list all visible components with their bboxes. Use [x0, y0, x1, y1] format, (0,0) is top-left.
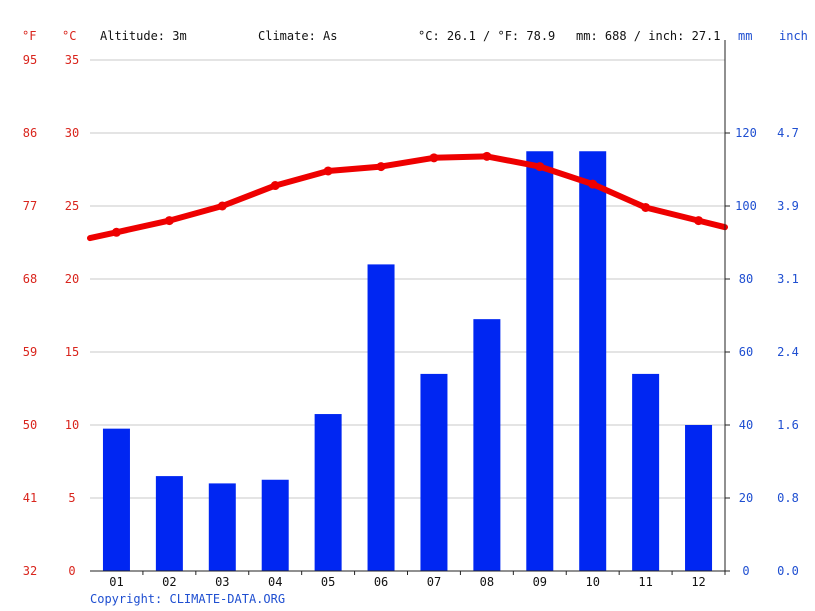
precipitation-bar [261, 479, 289, 571]
temperature-point [376, 162, 386, 172]
temperature-line [87, 151, 728, 242]
precipitation-bar [685, 425, 713, 571]
temperature-point [164, 216, 174, 226]
temperature-point [641, 202, 651, 212]
fahrenheit-tick-label: 59 [23, 345, 37, 359]
inch-tick-label: 3.9 [777, 199, 799, 213]
inch-tick-label: 0.0 [777, 564, 799, 578]
precipitation-bar [473, 319, 501, 571]
precipitation-bar [579, 151, 607, 571]
precipitation-bar [526, 151, 554, 571]
month-tick-label: 01 [109, 575, 123, 589]
month-tick-label: 11 [638, 575, 652, 589]
inch-tick-label: 3.1 [777, 272, 799, 286]
month-tick-label: 12 [691, 575, 705, 589]
mm-tick-label: 100 [735, 199, 757, 213]
celsius-tick-label: 35 [65, 53, 79, 67]
fahrenheit-tick-label: 41 [23, 491, 37, 505]
temperature-point [694, 216, 704, 226]
celsius-unit-label: °C [62, 29, 76, 43]
month-tick-label: 03 [215, 575, 229, 589]
temperature-average-label: °C: 26.1 / °F: 78.9 [418, 29, 555, 43]
temperature-point [217, 201, 227, 211]
precipitation-bar [367, 264, 395, 571]
temperature-point [482, 151, 492, 161]
precipitation-bar [155, 476, 183, 571]
climate-label: Climate: As [258, 29, 337, 43]
precipitation-bar [420, 373, 448, 571]
copyright-label: Copyright: CLIMATE-DATA.ORG [90, 592, 285, 606]
altitude-label: Altitude: 3m [100, 29, 187, 43]
inch-tick-label: 4.7 [777, 126, 799, 140]
celsius-tick-label: 25 [65, 199, 79, 213]
fahrenheit-tick-label: 86 [23, 126, 37, 140]
fahrenheit-tick-label: 50 [23, 418, 37, 432]
precipitation-bar [208, 483, 236, 571]
celsius-tick-label: 10 [65, 418, 79, 432]
month-tick-label: 09 [533, 575, 547, 589]
fahrenheit-tick-label: 95 [23, 53, 37, 67]
precipitation-total-label: mm: 688 / inch: 27.1 [576, 29, 721, 43]
inch-unit-label: inch [779, 29, 808, 43]
mm-tick-label: 0 [742, 564, 749, 578]
mm-tick-label: 20 [739, 491, 753, 505]
month-tick-label: 10 [585, 575, 599, 589]
mm-tick-label: 120 [735, 126, 757, 140]
month-tick-label: 02 [162, 575, 176, 589]
mm-unit-label: mm [738, 29, 752, 43]
inch-tick-label: 0.8 [777, 491, 799, 505]
celsius-tick-label: 0 [68, 564, 75, 578]
precipitation-bars [102, 151, 713, 571]
month-tick-label: 07 [427, 575, 441, 589]
precipitation-bar [632, 373, 660, 571]
fahrenheit-tick-label: 32 [23, 564, 37, 578]
month-tick-label: 08 [480, 575, 494, 589]
mm-tick-label: 60 [739, 345, 753, 359]
temperature-series-line [87, 153, 728, 242]
celsius-tick-label: 30 [65, 126, 79, 140]
temperature-point [429, 153, 439, 163]
axes [90, 40, 730, 575]
temperature-point [323, 166, 333, 176]
temperature-point [270, 181, 280, 191]
grid-lines [90, 59, 725, 499]
inch-tick-label: 1.6 [777, 418, 799, 432]
mm-tick-label: 80 [739, 272, 753, 286]
precipitation-bar [314, 414, 342, 571]
celsius-tick-label: 15 [65, 345, 79, 359]
inch-tick-label: 2.4 [777, 345, 799, 359]
fahrenheit-tick-label: 68 [23, 272, 37, 286]
fahrenheit-unit-label: °F [22, 29, 36, 43]
month-tick-label: 05 [321, 575, 335, 589]
temperature-point [535, 162, 545, 172]
temperature-point [588, 179, 598, 189]
temperature-point [111, 227, 121, 237]
celsius-tick-label: 5 [68, 491, 75, 505]
month-tick-label: 06 [374, 575, 388, 589]
month-tick-label: 04 [268, 575, 282, 589]
fahrenheit-tick-label: 77 [23, 199, 37, 213]
precipitation-bar [102, 428, 130, 571]
celsius-tick-label: 20 [65, 272, 79, 286]
mm-tick-label: 40 [739, 418, 753, 432]
tick-labels: 0 32 5 41 10 50 15 59 20 68 25 77 30 86 35 95 0 0.0 20 0.8 4… [23, 53, 799, 589]
